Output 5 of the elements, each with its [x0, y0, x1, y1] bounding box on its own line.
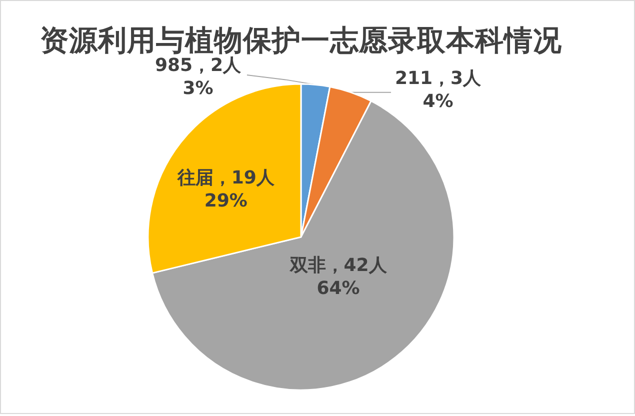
slice-label: 双非，42人 64%	[288, 255, 388, 300]
chart-title: 资源利用与植物保护一志愿录取本科情况	[40, 24, 563, 57]
slice-label: 往届，19人 29%	[176, 168, 276, 212]
slice-label: 211，3人 4%	[394, 68, 482, 112]
slice-label: 985，2人 3%	[154, 55, 242, 99]
